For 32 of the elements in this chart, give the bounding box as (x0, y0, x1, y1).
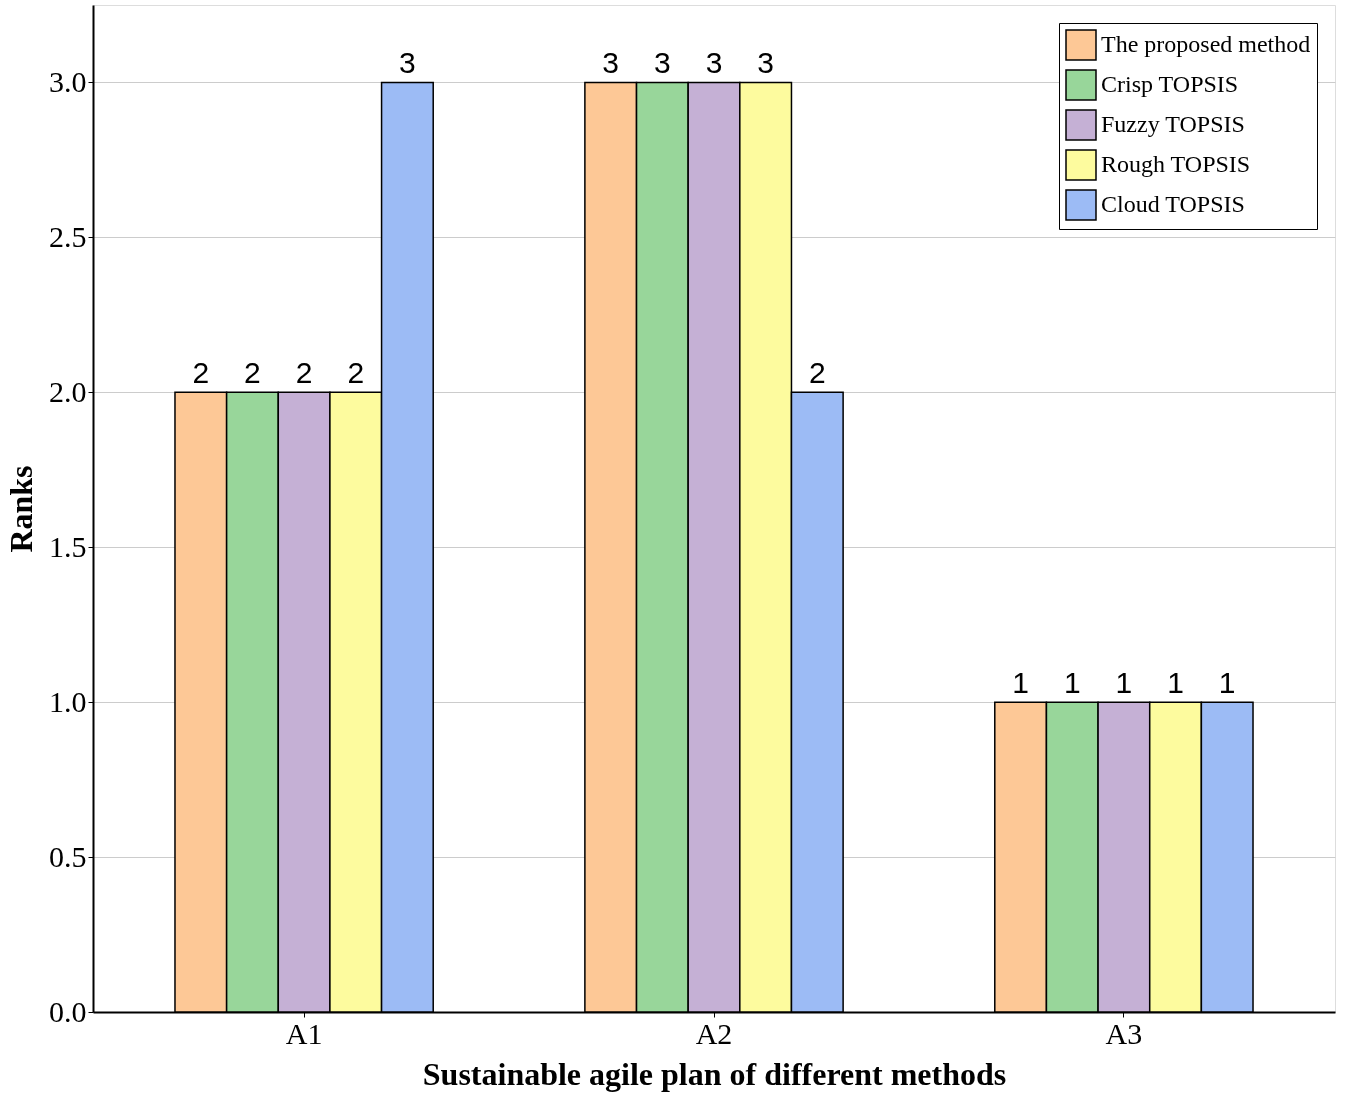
legend-label: Crisp TOPSIS (1101, 71, 1239, 97)
data-label: 2 (808, 356, 826, 390)
y-tick-label: 2.0 (49, 374, 87, 408)
data-label: 3 (757, 46, 774, 80)
x-tick-label: A3 (1105, 1016, 1143, 1050)
data-label: 1 (1012, 666, 1029, 700)
data-label: 2 (192, 356, 210, 390)
data-label: 1 (1218, 666, 1236, 700)
y-tick-label: 0.5 (49, 839, 87, 873)
data-label: 1 (1115, 666, 1133, 700)
data-label: 3 (705, 46, 723, 80)
legend-label: Rough TOPSIS (1101, 151, 1251, 177)
y-tick-label: 3.0 (49, 64, 87, 98)
y-tick-label: 0.0 (49, 994, 87, 1028)
data-label: 2 (347, 356, 365, 390)
data-label: 1 (1167, 666, 1184, 700)
x-tick-label: A2 (695, 1016, 733, 1050)
x-axis-title: Sustainable agile plan of different methods (422, 1055, 1007, 1092)
y-axis-title: Ranks (3, 465, 39, 553)
y-tick-label: 2.5 (49, 219, 87, 253)
data-label: 3 (399, 46, 416, 80)
legend-label: The proposed method (1101, 31, 1311, 57)
data-label: 3 (602, 46, 620, 80)
x-tick-label: A1 (285, 1016, 323, 1050)
data-label: 2 (244, 356, 261, 390)
data-label: 2 (295, 356, 313, 390)
legend-label: Cloud TOPSIS (1101, 191, 1245, 217)
y-tick-label: 1.5 (49, 529, 87, 563)
y-tick-label: 1.0 (49, 684, 87, 718)
legend-label: Fuzzy TOPSIS (1101, 111, 1245, 137)
data-label: 3 (654, 46, 671, 80)
data-label: 1 (1063, 666, 1081, 700)
